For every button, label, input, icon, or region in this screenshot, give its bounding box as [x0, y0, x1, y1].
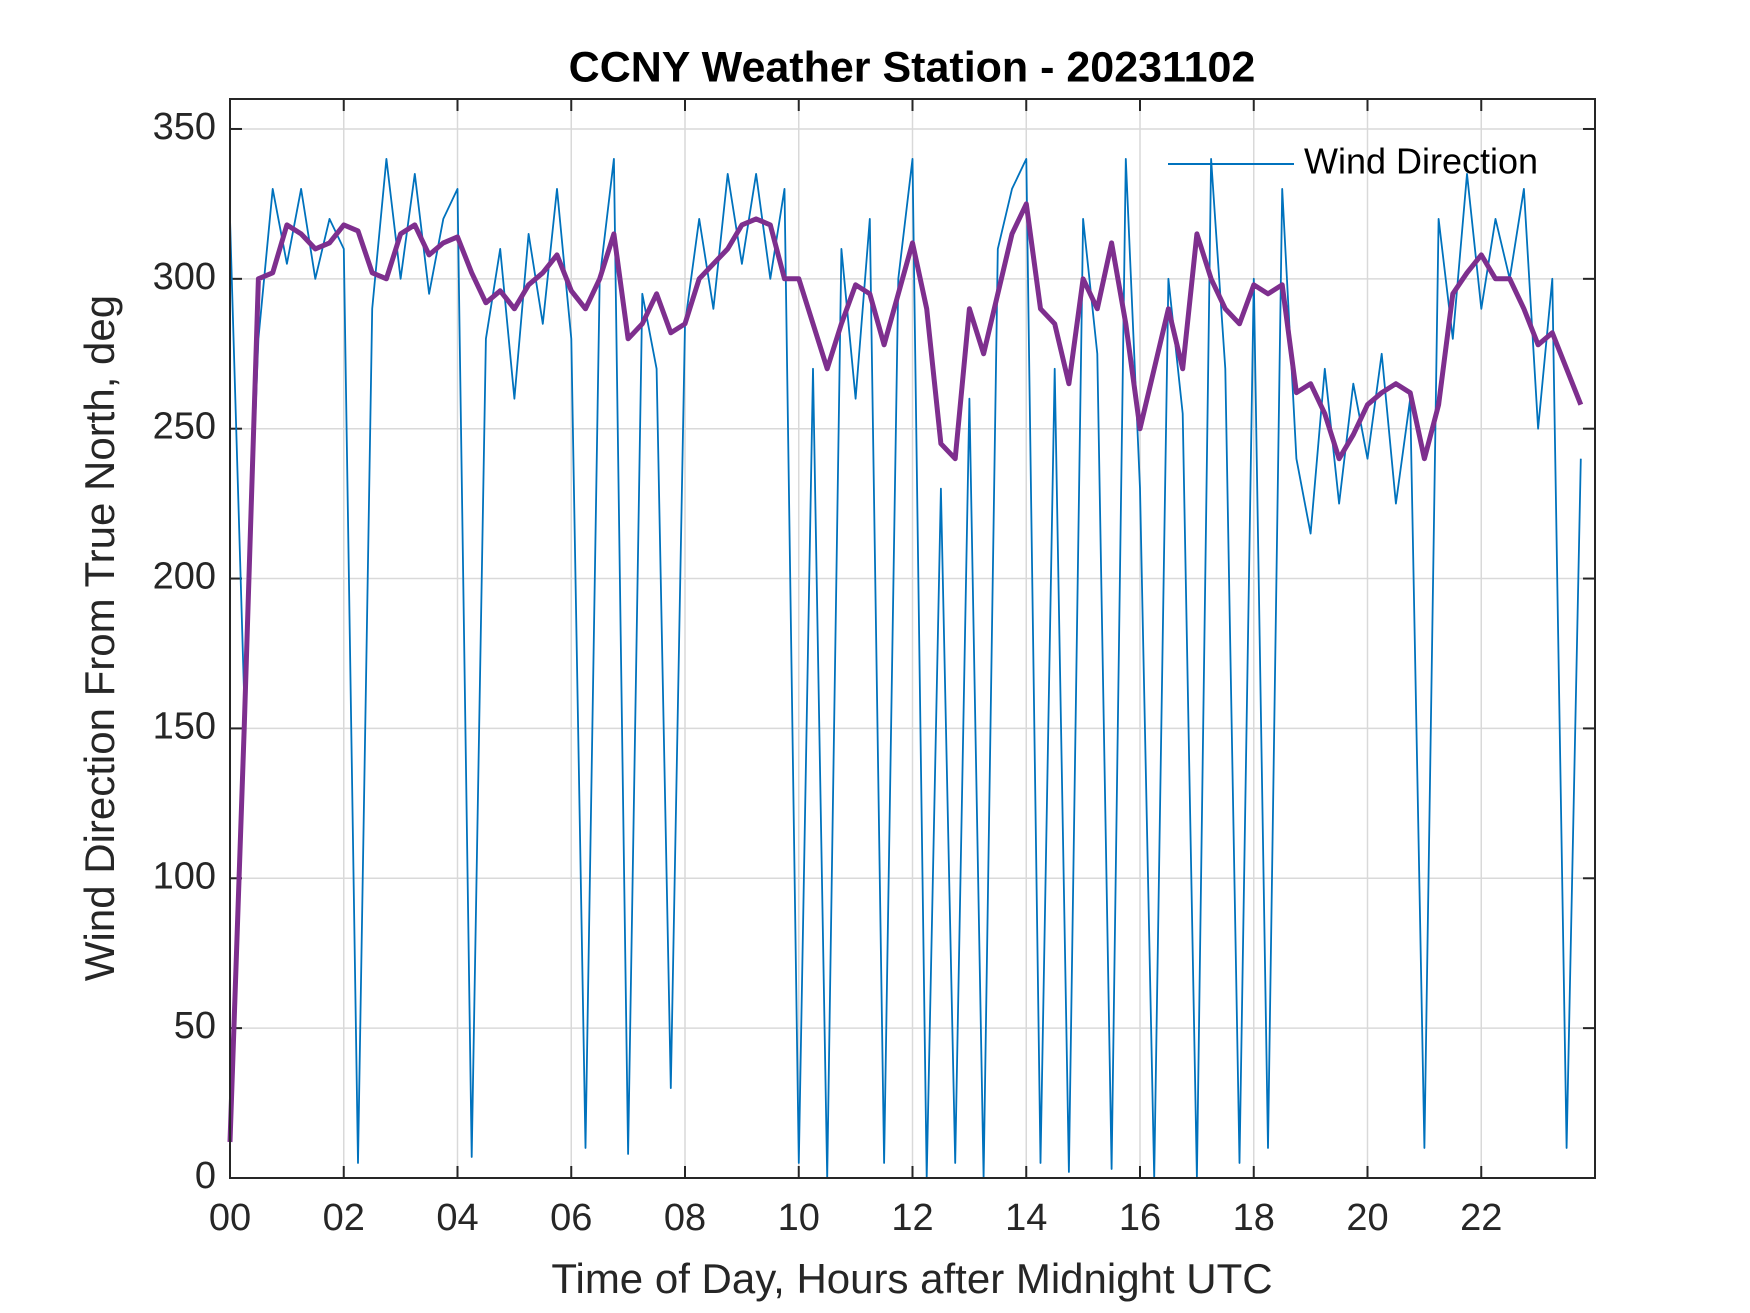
data-line — [227, 201, 1584, 1143]
chart-title: CCNY Weather Station - 20231102 — [569, 43, 1256, 91]
legend-label: Wind Direction — [1304, 141, 1538, 182]
x-tick-label: 20 — [1346, 1197, 1388, 1239]
y-tick-label: 50 — [174, 1005, 216, 1047]
x-tick-label: 22 — [1460, 1197, 1502, 1239]
y-tick-label: 0 — [195, 1155, 216, 1197]
y-tick-label: 100 — [153, 855, 216, 897]
y-tick-label: 250 — [153, 406, 216, 448]
x-tick-label: 10 — [778, 1197, 820, 1239]
plot-frame — [229, 98, 1596, 1179]
x-tick-label: 00 — [209, 1197, 251, 1239]
y-tick-label: 350 — [153, 106, 216, 148]
y-axis-label: Wind Direction From True North, deg — [76, 295, 123, 981]
x-tick-label: 02 — [323, 1197, 365, 1239]
x-tick-label: 06 — [550, 1197, 592, 1239]
y-tick-label: 150 — [153, 705, 216, 747]
x-tick-label: 18 — [1233, 1197, 1275, 1239]
x-tick-label: 14 — [1005, 1197, 1047, 1239]
data-line — [229, 158, 1582, 1179]
x-tick-label: 04 — [436, 1197, 478, 1239]
x-tick-label: 12 — [891, 1197, 933, 1239]
y-tick-label: 300 — [153, 256, 216, 298]
y-tick-label: 200 — [153, 556, 216, 598]
x-tick-label: 08 — [664, 1197, 706, 1239]
x-tick-label: 16 — [1119, 1197, 1161, 1239]
x-axis-label: Time of Day, Hours after Midnight UTC — [551, 1255, 1272, 1302]
